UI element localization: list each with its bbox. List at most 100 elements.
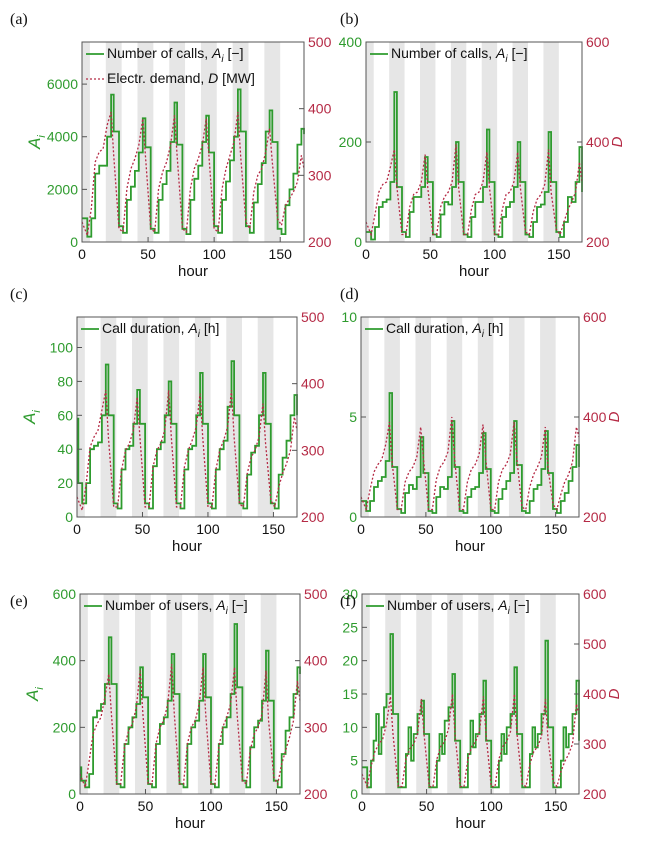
y-tick-label-right: 300	[583, 736, 607, 752]
x-axis-label: hour	[455, 538, 485, 555]
x-tick-label: 50	[140, 246, 156, 262]
y-tick-label-right: 400	[304, 653, 328, 669]
legend-entry: Electr. demand, D [MW]	[107, 70, 255, 86]
legend-entry: Number of calls, Ai [−]	[391, 45, 527, 65]
y-tick-label-right: 400	[308, 101, 332, 117]
legend-entry: Number of users, Ai [−]	[387, 597, 530, 617]
night-shade-band	[105, 42, 122, 242]
y-tick-label-right: 300	[308, 167, 332, 183]
y-tick-label-left: 0	[349, 509, 357, 525]
y-axis-label-left: Ai	[23, 687, 46, 702]
y-tick-label-right: 500	[308, 34, 332, 50]
y-tick-label-right: 400	[301, 376, 325, 392]
x-tick-label: 0	[78, 246, 86, 262]
night-shade-band	[77, 317, 85, 517]
legend-entry: Call duration, Ai [h]	[102, 320, 219, 340]
chart-panel-6: 0 50 100 150 hour 0 5 10 15 20 25 30 200 300 400 500 600…	[340, 586, 623, 832]
series-line-activity	[80, 623, 301, 789]
plot-frame	[81, 41, 305, 243]
y-tick-label-left: 2000	[47, 181, 78, 197]
y-tick-label-left: 400	[339, 34, 363, 50]
x-tick-label: 150	[547, 246, 571, 262]
y-tick-label-right: 600	[583, 586, 607, 602]
y-tick-label-right: 400	[583, 686, 607, 702]
y-axis-label-right: D	[606, 688, 623, 699]
night-shade-band	[82, 42, 90, 242]
night-shade-band	[540, 317, 556, 517]
x-tick-label: 0	[73, 521, 81, 537]
x-tick-label: 50	[138, 798, 154, 814]
chart-panel-2: 0 50 100 150 hour 0 200 400 200 400 600 D Number of …	[339, 11, 626, 280]
x-tick-label: 100	[196, 521, 220, 537]
x-tick-label: 100	[202, 246, 226, 262]
x-tick-label: 100	[483, 246, 507, 262]
y-axis-label-left: Ai	[20, 410, 43, 425]
y-tick-label-right: 300	[301, 442, 325, 458]
x-axis-label: hour	[175, 815, 205, 832]
night-shade-band	[416, 594, 432, 794]
y-tick-label-left: 400	[53, 653, 77, 669]
y-tick-label-right: 600	[583, 309, 607, 325]
plot-frame	[79, 593, 301, 795]
y-tick-label-left: 25	[342, 619, 358, 635]
y-tick-label-left: 0	[65, 509, 73, 525]
series-line-activity	[82, 88, 305, 238]
y-tick-label-right: 500	[583, 636, 607, 652]
x-axis-label: hour	[172, 538, 202, 555]
y-tick-label-left: 0	[354, 234, 362, 250]
night-shade-band	[232, 42, 249, 242]
x-tick-label: 0	[357, 521, 365, 537]
y-tick-label-right: 200	[308, 234, 332, 250]
x-tick-label: 50	[422, 246, 438, 262]
series-line-demand	[361, 693, 580, 789]
series-line-activity	[77, 360, 298, 510]
y-tick-label-left: 40	[57, 441, 73, 457]
plot-frame	[76, 316, 298, 518]
x-tick-label: 50	[418, 521, 434, 537]
night-shade-band	[420, 42, 436, 242]
chart-panel-4: 0 50 100 150 hour 0 5 10 200 400 600 D Call duration…	[340, 286, 623, 555]
y-tick-label-left: 600	[53, 586, 77, 602]
x-tick-label: 150	[262, 521, 286, 537]
y-tick-label-left: 5	[349, 409, 357, 425]
x-tick-label: 0	[76, 798, 84, 814]
night-shade-band	[103, 594, 120, 794]
series-line-activity	[366, 91, 583, 241]
x-axis-label: hour	[459, 263, 489, 280]
series-line-activity	[361, 392, 580, 514]
y-tick-label-left: 4000	[47, 129, 78, 145]
x-tick-label: 150	[269, 246, 293, 262]
y-tick-label-right: 400	[583, 409, 607, 425]
y-tick-label-left: 10	[342, 719, 358, 735]
y-tick-label-left: 200	[53, 719, 77, 735]
night-shade-band	[226, 317, 242, 517]
x-tick-label: 0	[358, 798, 366, 814]
y-tick-label-right: 200	[301, 509, 325, 525]
y-axis-label-right: D	[606, 411, 623, 422]
night-shade-band	[477, 317, 494, 517]
y-tick-label-left: 0	[350, 786, 358, 802]
chart-panel-1: 0 50 100 150 hour 0 2000 4000 6000 200 300 400 500 Ai…	[10, 11, 332, 280]
x-tick-label: 100	[479, 521, 503, 537]
series-line-demand	[365, 144, 583, 237]
x-axis-label: hour	[178, 263, 208, 280]
y-tick-label-left: 15	[342, 686, 358, 702]
panel-label: (a)	[10, 11, 28, 28]
y-tick-label-left: 200	[339, 134, 363, 150]
x-tick-label: 150	[265, 798, 289, 814]
y-tick-label-left: 10	[341, 309, 357, 325]
panel-label: (c)	[10, 286, 28, 303]
panel-label: (e)	[10, 593, 28, 610]
y-axis-label-left: Ai	[25, 135, 48, 150]
night-shade-band	[508, 317, 525, 517]
x-tick-label: 150	[544, 798, 568, 814]
y-tick-label-left: 0	[68, 786, 76, 802]
y-tick-label-right: 200	[304, 786, 328, 802]
y-tick-label-left: 60	[57, 407, 73, 423]
night-shade-band	[100, 317, 117, 517]
night-shade-band	[229, 594, 245, 794]
y-tick-label-right: 300	[304, 719, 328, 735]
x-tick-label: 100	[199, 798, 223, 814]
x-tick-label: 150	[544, 521, 568, 537]
